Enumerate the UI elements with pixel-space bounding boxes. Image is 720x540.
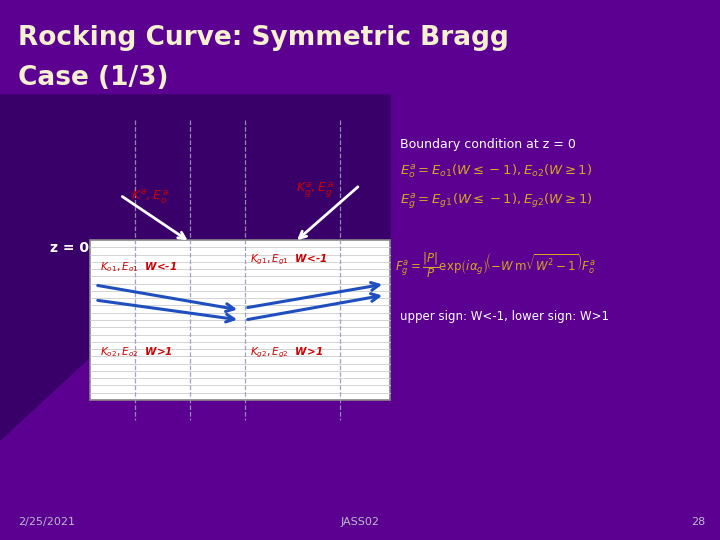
- Text: Boundary condition at z = 0: Boundary condition at z = 0: [400, 138, 576, 151]
- Text: $K_{g2}, E_{g2}$  W>1: $K_{g2}, E_{g2}$ W>1: [250, 346, 323, 360]
- Text: $K_{o2}, E_{o2}$  W>1: $K_{o2}, E_{o2}$ W>1: [100, 345, 173, 359]
- Text: $K_g^a, E_g^{\,a}$: $K_g^a, E_g^{\,a}$: [296, 180, 334, 200]
- Text: $K_{o1}, E_{o1}$  W<-1: $K_{o1}, E_{o1}$ W<-1: [100, 260, 177, 274]
- Text: 28: 28: [690, 517, 705, 527]
- Text: 2/25/2021: 2/25/2021: [18, 517, 75, 527]
- Text: JASS02: JASS02: [341, 517, 379, 527]
- Text: $K^a, E_o^{\,a}$: $K^a, E_o^{\,a}$: [131, 188, 169, 206]
- Polygon shape: [95, 130, 290, 265]
- Text: upper sign: W<-1, lower sign: W>1: upper sign: W<-1, lower sign: W>1: [400, 310, 609, 323]
- Bar: [90, 240, 390, 400]
- Text: $F_g^a = \dfrac{|P|}{P}\mathrm{exp}\left(i\alpha_g\right)\!\left(-W\,\mathrm{m}\: $F_g^a = \dfrac{|P|}{P}\mathrm{exp}\left…: [395, 250, 596, 280]
- Polygon shape: [0, 95, 390, 440]
- Text: $E_g^a = E_{g1}(W \leq -1), E_{g2}(W \geq 1)$: $E_g^a = E_{g1}(W \leq -1), E_{g2}(W \ge…: [400, 192, 593, 211]
- Text: $K_{g1}, E_{g1}$  W<-1: $K_{g1}, E_{g1}$ W<-1: [250, 252, 328, 267]
- Text: z = 0: z = 0: [50, 241, 89, 255]
- Text: $E_o^a = E_{o1}(W \leq -1), E_{o2}(W \geq 1)$: $E_o^a = E_{o1}(W \leq -1), E_{o2}(W \ge…: [400, 162, 593, 179]
- Text: Case (1/3): Case (1/3): [18, 65, 168, 91]
- Text: Rocking Curve: Symmetric Bragg: Rocking Curve: Symmetric Bragg: [18, 25, 509, 51]
